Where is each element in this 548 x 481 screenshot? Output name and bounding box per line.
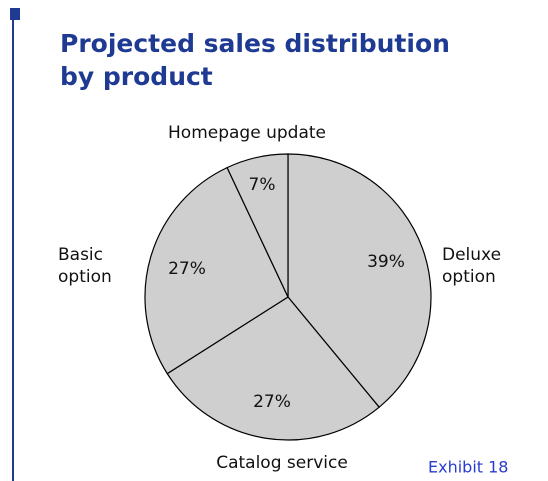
- category-label: Deluxe option: [442, 245, 501, 287]
- pie-slice: [287, 153, 432, 409]
- value-label: 7%: [249, 175, 276, 195]
- value-label: 39%: [367, 252, 405, 272]
- pie-slice: [144, 166, 289, 375]
- pie-slice: [226, 153, 289, 298]
- category-label: Basic option: [58, 245, 112, 287]
- pie-slice: [166, 296, 380, 441]
- corner-mark: [10, 8, 20, 20]
- chart-title: Projected sales distribution by product: [60, 29, 450, 91]
- category-label: Homepage update: [168, 123, 326, 143]
- annotation: Exhibit 18: [428, 458, 508, 477]
- value-label: 27%: [253, 392, 291, 412]
- value-label: 27%: [168, 259, 206, 279]
- category-label: Catalog service: [216, 453, 348, 473]
